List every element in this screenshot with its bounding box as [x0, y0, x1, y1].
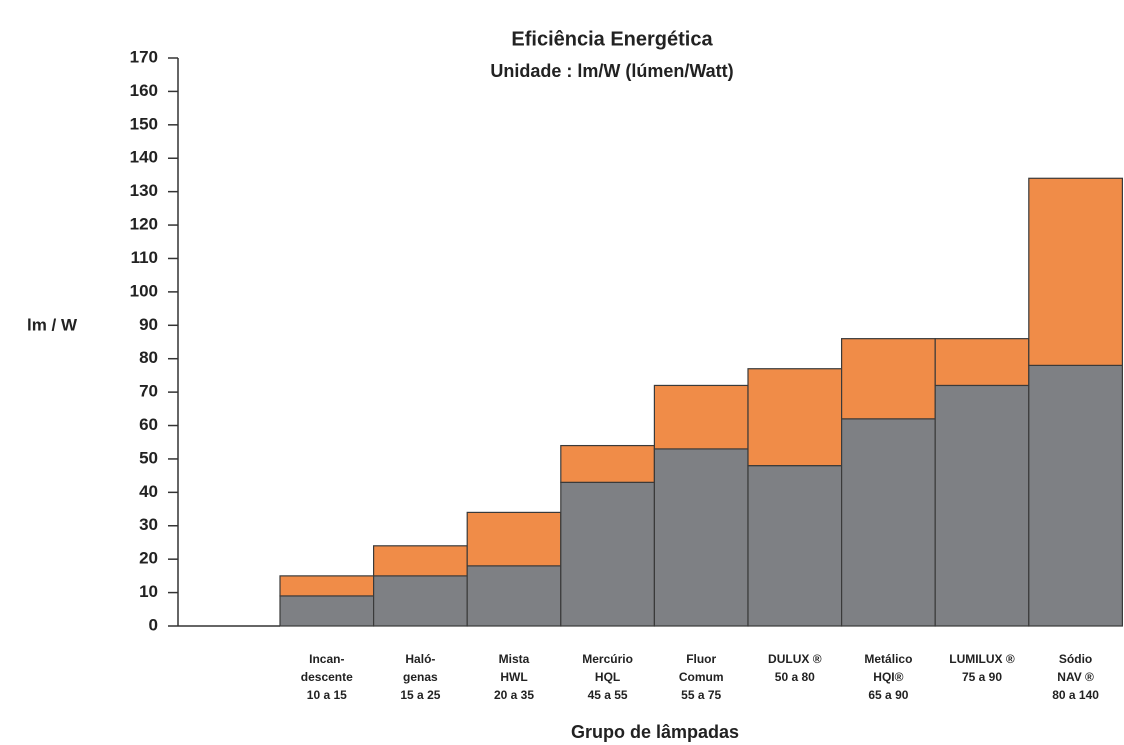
- x-tick-label: 20 a 35: [494, 688, 534, 702]
- chart-title: Eficiência Energética: [511, 28, 713, 50]
- x-tick-label: Haló-: [405, 652, 435, 666]
- y-tick-label: 20: [139, 549, 158, 568]
- y-axis-label: lm / W: [27, 315, 78, 334]
- bar-segment: [279, 575, 375, 597]
- x-tick-label: Metálico: [864, 652, 912, 666]
- y-tick-label: 40: [139, 482, 158, 501]
- x-tick-label: 15 a 25: [400, 688, 440, 702]
- x-tick-label: genas: [403, 670, 438, 684]
- bar-segment: [934, 338, 1030, 387]
- bar-segment: [373, 545, 468, 577]
- x-tick-label: Fluor: [686, 652, 716, 666]
- x-tick-label: 45 a 55: [588, 688, 628, 702]
- x-tick-label: Mercúrio: [582, 652, 633, 666]
- bar-segment: [653, 384, 749, 450]
- y-tick-label: 160: [130, 81, 158, 100]
- x-axis-label: Grupo de lâmpadas: [571, 722, 739, 742]
- x-tick-label: 75 a 90: [962, 670, 1002, 684]
- y-tick-label: 100: [130, 281, 158, 300]
- bar-segment: [747, 368, 843, 467]
- chart-subtitle: Unidade : lm/W (lúmen/Watt): [490, 61, 733, 81]
- bar-segment: [934, 384, 1030, 627]
- bar-segment: [560, 481, 655, 627]
- x-tick-label: 10 a 15: [307, 688, 347, 702]
- x-tick-label: HWL: [500, 670, 527, 684]
- x-tick-label: Incan-: [309, 652, 344, 666]
- bar-segment: [747, 465, 843, 627]
- bar-segment: [653, 448, 749, 627]
- y-tick-label: 50: [139, 448, 158, 467]
- x-tick-label: 65 a 90: [868, 688, 908, 702]
- y-tick-label: 110: [131, 248, 158, 267]
- bar-segment: [466, 511, 562, 567]
- y-tick-label: 0: [149, 615, 158, 634]
- x-tick-label: NAV ®: [1057, 670, 1094, 684]
- bar-segment: [1028, 177, 1124, 366]
- y-tick-label: 70: [139, 382, 158, 401]
- x-tick-label: LUMILUX ®: [949, 652, 1015, 666]
- x-tick-label: HQI®: [873, 670, 903, 684]
- y-tick-label: 130: [130, 181, 158, 200]
- x-tick-label: Sódio: [1059, 652, 1092, 666]
- y-tick-label: 60: [139, 415, 158, 434]
- bar-segment: [466, 565, 562, 627]
- y-tick-label: 150: [130, 114, 158, 133]
- x-tick-label: 55 a 75: [681, 688, 721, 702]
- y-tick-label: 30: [139, 515, 158, 534]
- x-tick-label: Mista: [499, 652, 530, 666]
- y-tick-label: 80: [139, 348, 158, 367]
- bar-segment: [840, 338, 936, 420]
- y-tick-label: 120: [130, 215, 158, 234]
- x-tick-label: Comum: [679, 670, 724, 684]
- x-tick-label: descente: [301, 670, 353, 684]
- y-tick-label: 170: [130, 47, 158, 66]
- y-tick-label: 10: [139, 582, 158, 601]
- y-tick-label: 140: [130, 148, 158, 167]
- bar-segment: [840, 418, 936, 627]
- bar-segment: [279, 595, 375, 627]
- x-tick-label: 50 a 80: [775, 670, 815, 684]
- y-tick-label: 90: [139, 315, 158, 334]
- bar-segment: [560, 444, 655, 483]
- x-tick-label: DULUX ®: [768, 652, 822, 666]
- x-tick-label: 80 a 140: [1052, 688, 1099, 702]
- x-tick-label: HQL: [595, 670, 620, 684]
- bar-segment: [373, 575, 468, 627]
- bar-segment: [1028, 364, 1124, 627]
